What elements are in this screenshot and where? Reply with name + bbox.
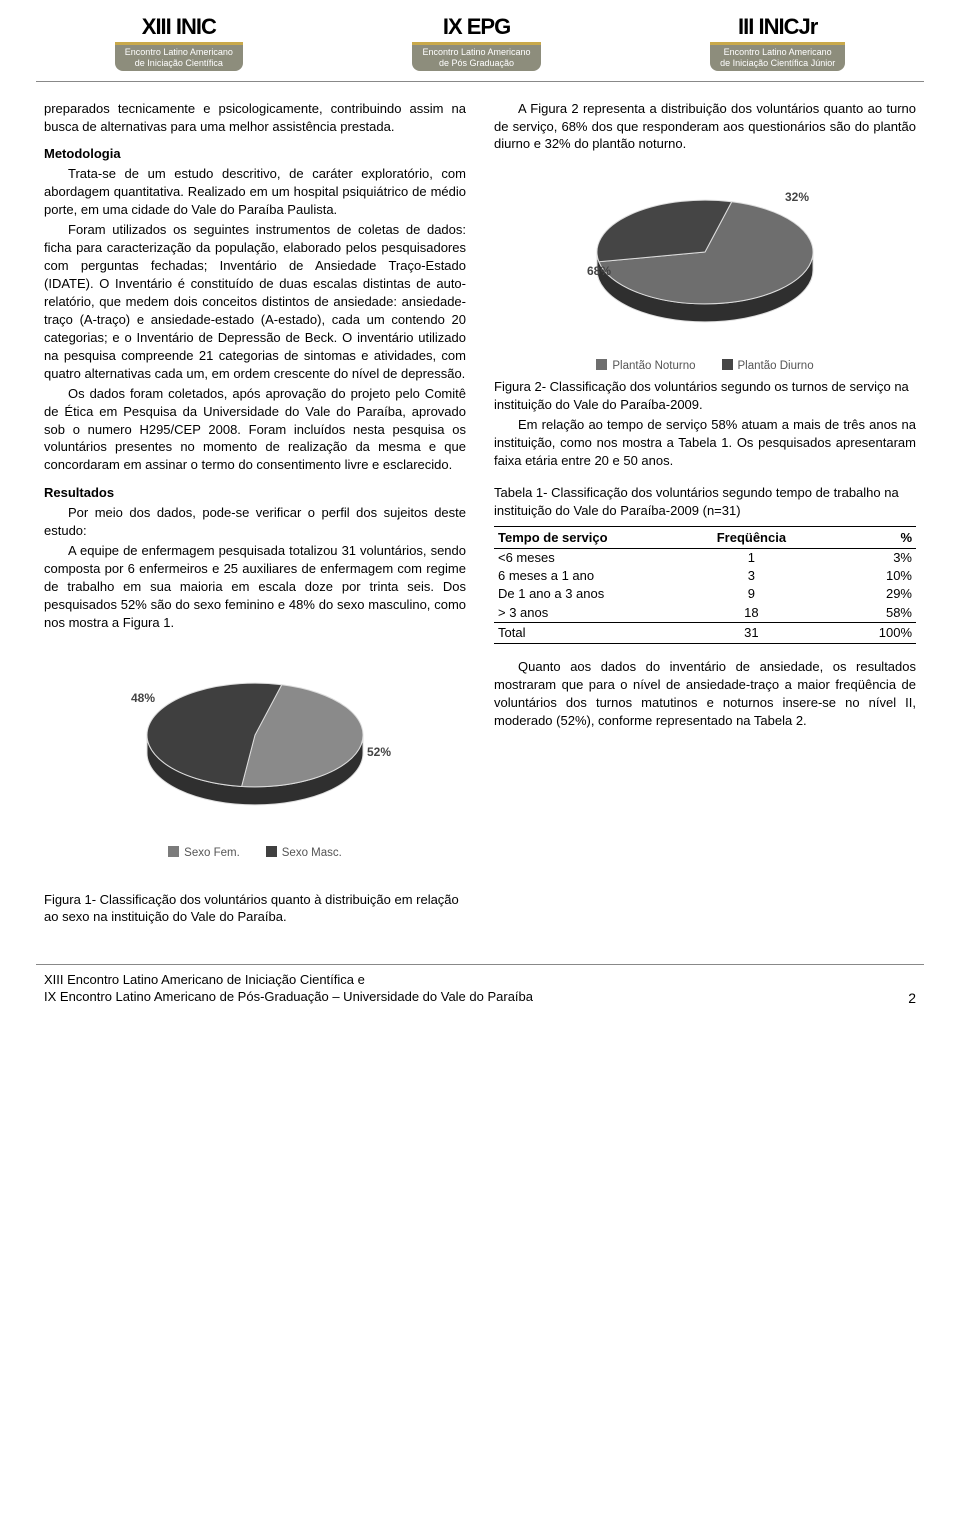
table-cell: 6 meses a 1 ano [494,567,688,585]
paragraph: Foram utilizados os seguintes instrument… [44,221,466,382]
table-cell: 29% [815,585,916,603]
table-cell: 3 [688,567,815,585]
svg-text:32%: 32% [785,190,809,204]
paragraph: A Figura 2 representa a distribuição dos… [494,100,916,154]
logo-title: XIII INIC [142,14,216,40]
table-row: <6 meses13% [494,548,916,567]
table-row: > 3 anos1858% [494,604,916,623]
column-left: preparados tecnicamente e psicologicamen… [44,100,466,865]
logo-epg: IX EPG Encontro Latino Americano de Pós … [412,14,540,71]
paragraph: Por meio dos dados, pode-se verificar o … [44,504,466,540]
table-cell: 3% [815,548,916,567]
figure-1-pie-chart: 48% 52% Sexo Fem. Sexo Masc. [44,646,466,859]
table-1: Tempo de serviço Freqüência % <6 meses13… [494,526,916,644]
legend-item: Plantão Noturno [596,359,695,372]
header-divider [36,81,924,82]
pie-legend: Sexo Fem. Sexo Masc. [168,846,342,859]
paragraph: preparados tecnicamente e psicologicamen… [44,100,466,136]
svg-text:68%: 68% [587,264,611,278]
table-cell: 1 [688,548,815,567]
table-row: 6 meses a 1 ano310% [494,567,916,585]
table-cell: De 1 ano a 3 anos [494,585,688,603]
legend-swatch-icon [722,359,733,370]
paragraph: Quanto aos dados do inventário de ansied… [494,658,916,730]
pie-legend: Plantão Noturno Plantão Diurno [596,359,813,372]
legend-item: Sexo Fem. [168,846,240,859]
logo-inic: XIII INIC Encontro Latino Americano de I… [115,14,243,71]
table-cell: 31 [688,622,815,643]
table-header-cell: % [815,526,916,548]
paragraph: Em relação ao tempo de serviço 58% atuam… [494,416,916,470]
pie-chart-sexo: 48% 52% [85,646,425,836]
table-header-cell: Freqüência [688,526,815,548]
legend-item: Plantão Diurno [722,359,814,372]
legend-swatch-icon [596,359,607,370]
footer-text: XIII Encontro Latino Americano de Inicia… [44,971,533,1006]
paragraph: Trata-se de um estudo descritivo, de car… [44,165,466,219]
figure-2-caption: Figura 2- Classificação dos voluntários … [494,378,916,414]
logo-subtitle: Encontro Latino Americano de Iniciação C… [710,42,845,71]
page-body: preparados tecnicamente e psicologicamen… [0,100,960,885]
table-cell: Total [494,622,688,643]
logo-subtitle: Encontro Latino Americano de Iniciação C… [115,42,243,71]
figure-2-pie-chart: 68% 32% Plantão Noturno Plantão Diurno [494,167,916,372]
table-cell: 10% [815,567,916,585]
paragraph: A equipe de enfermagem pesquisada totali… [44,542,466,632]
page-footer: XIII Encontro Latino Americano de Inicia… [0,971,960,1020]
svg-text:48%: 48% [131,691,155,705]
table-cell: 18 [688,604,815,623]
table-header-row: Tempo de serviço Freqüência % [494,526,916,548]
table-cell: > 3 anos [494,604,688,623]
table-cell: 9 [688,585,815,603]
footer-divider [36,964,924,965]
header-logos: XIII INIC Encontro Latino Americano de I… [0,0,960,77]
table-cell: 58% [815,604,916,623]
section-heading-metodologia: Metodologia [44,145,466,163]
table-cell: 100% [815,622,916,643]
logo-title: III INICJr [738,14,817,40]
figure-1-caption: Figura 1- Classificação dos voluntários … [44,891,463,926]
table-total-row: Total31100% [494,622,916,643]
legend-swatch-icon [266,846,277,857]
paragraph: Os dados foram coletados, após aprovação… [44,385,466,475]
svg-text:52%: 52% [367,745,391,759]
table-row: De 1 ano a 3 anos929% [494,585,916,603]
pie-chart-turno: 68% 32% [535,167,875,349]
table-header-cell: Tempo de serviço [494,526,688,548]
logo-title: IX EPG [443,14,510,40]
figure-1-caption-block: Figura 1- Classificação dos voluntários … [0,891,960,958]
section-heading-resultados: Resultados [44,484,466,502]
logo-subtitle: Encontro Latino Americano de Pós Graduaç… [412,42,540,71]
legend-item: Sexo Masc. [266,846,342,859]
legend-swatch-icon [168,846,179,857]
logo-inicjr: III INICJr Encontro Latino Americano de … [710,14,845,71]
column-right: A Figura 2 representa a distribuição dos… [494,100,916,865]
table-1-title: Tabela 1- Classificação dos voluntários … [494,484,916,520]
table-cell: <6 meses [494,548,688,567]
page-number: 2 [908,990,916,1006]
